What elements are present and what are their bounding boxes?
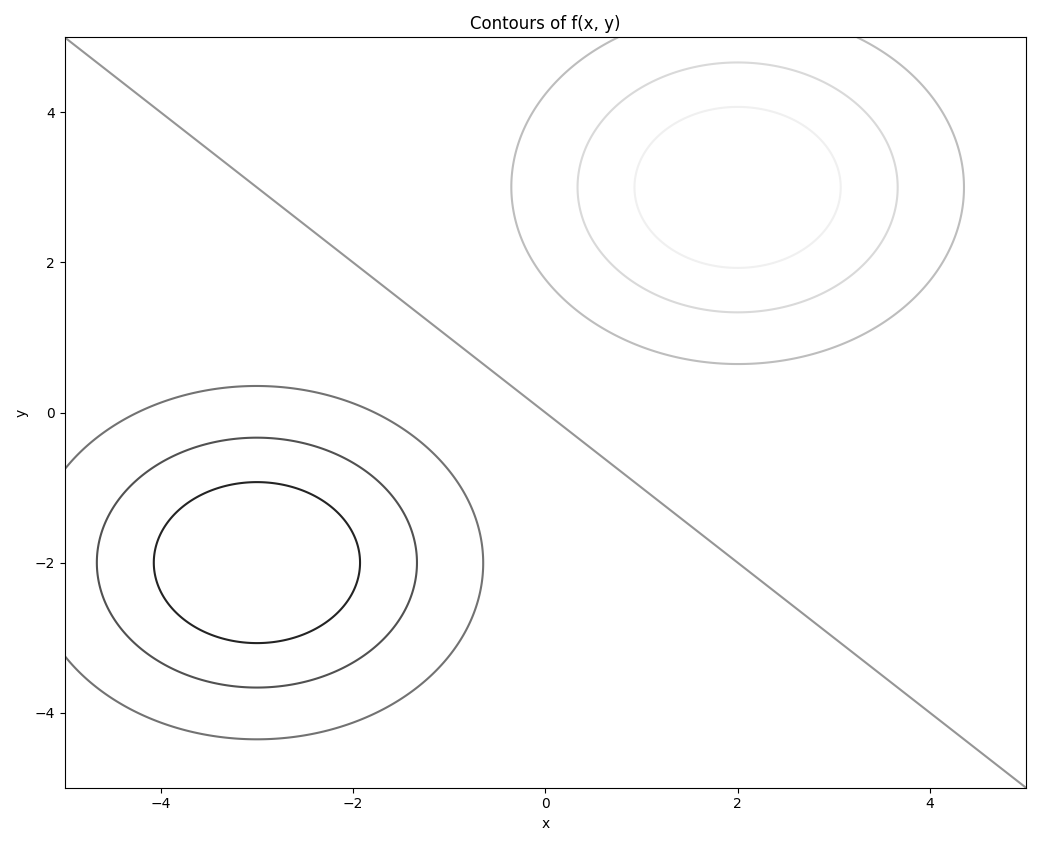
Title: Contours of f(x, y): Contours of f(x, y) [471, 15, 620, 33]
Y-axis label: y: y [15, 409, 29, 416]
X-axis label: x: x [541, 817, 550, 831]
